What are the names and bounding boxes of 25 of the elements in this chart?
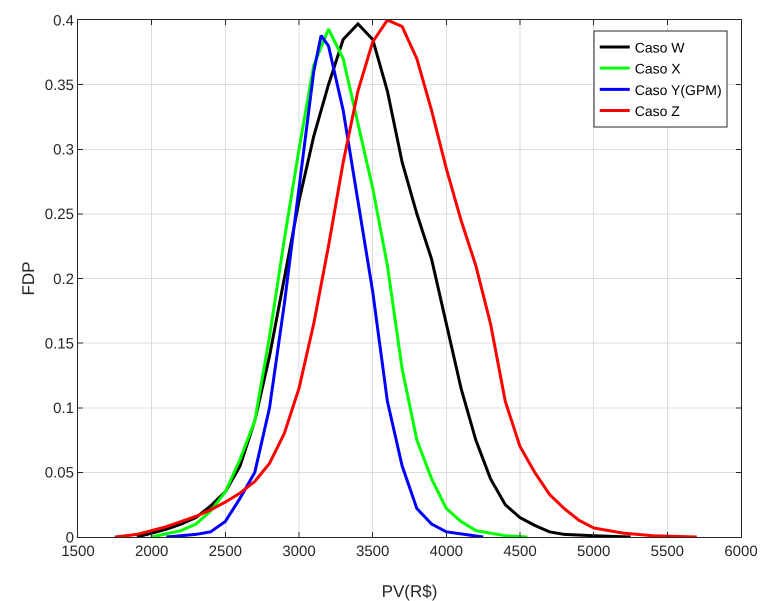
x-tick-label: 4000 bbox=[430, 543, 464, 560]
y-axis-title: FDP bbox=[19, 262, 38, 296]
x-tick-label: 4500 bbox=[503, 543, 537, 560]
y-tick-label: 0.15 bbox=[44, 335, 74, 352]
y-tick-label: 0.2 bbox=[53, 270, 74, 288]
y-tick-label: 0.05 bbox=[44, 464, 74, 482]
legend-label: Caso X bbox=[634, 60, 682, 77]
x-tick-label: 3000 bbox=[282, 543, 316, 560]
y-tick-label: 0.35 bbox=[44, 76, 74, 94]
legend-label: Caso W bbox=[634, 39, 686, 56]
y-tick-label: 0.3 bbox=[53, 142, 74, 158]
line-series bbox=[150, 28, 529, 537]
x-tick-label: 2000 bbox=[134, 543, 168, 560]
line-series bbox=[164, 34, 485, 537]
y-tick-label: 0.4 bbox=[53, 12, 74, 30]
y-tick-label: 0.25 bbox=[44, 206, 74, 224]
x-tick-label: 5500 bbox=[650, 543, 684, 560]
legend-label: Caso Y(GPM) bbox=[634, 82, 722, 98]
x-tick-label: 6000 bbox=[724, 543, 758, 560]
x-tick-label: 5000 bbox=[576, 543, 610, 560]
legend-label: Caso Z bbox=[634, 103, 680, 119]
x-tick-label: 3500 bbox=[356, 543, 390, 560]
y-tick-label: 0.1 bbox=[53, 400, 74, 417]
x-axis-title: PV(R$) bbox=[382, 582, 438, 601]
x-tick-label: 2500 bbox=[208, 543, 242, 560]
